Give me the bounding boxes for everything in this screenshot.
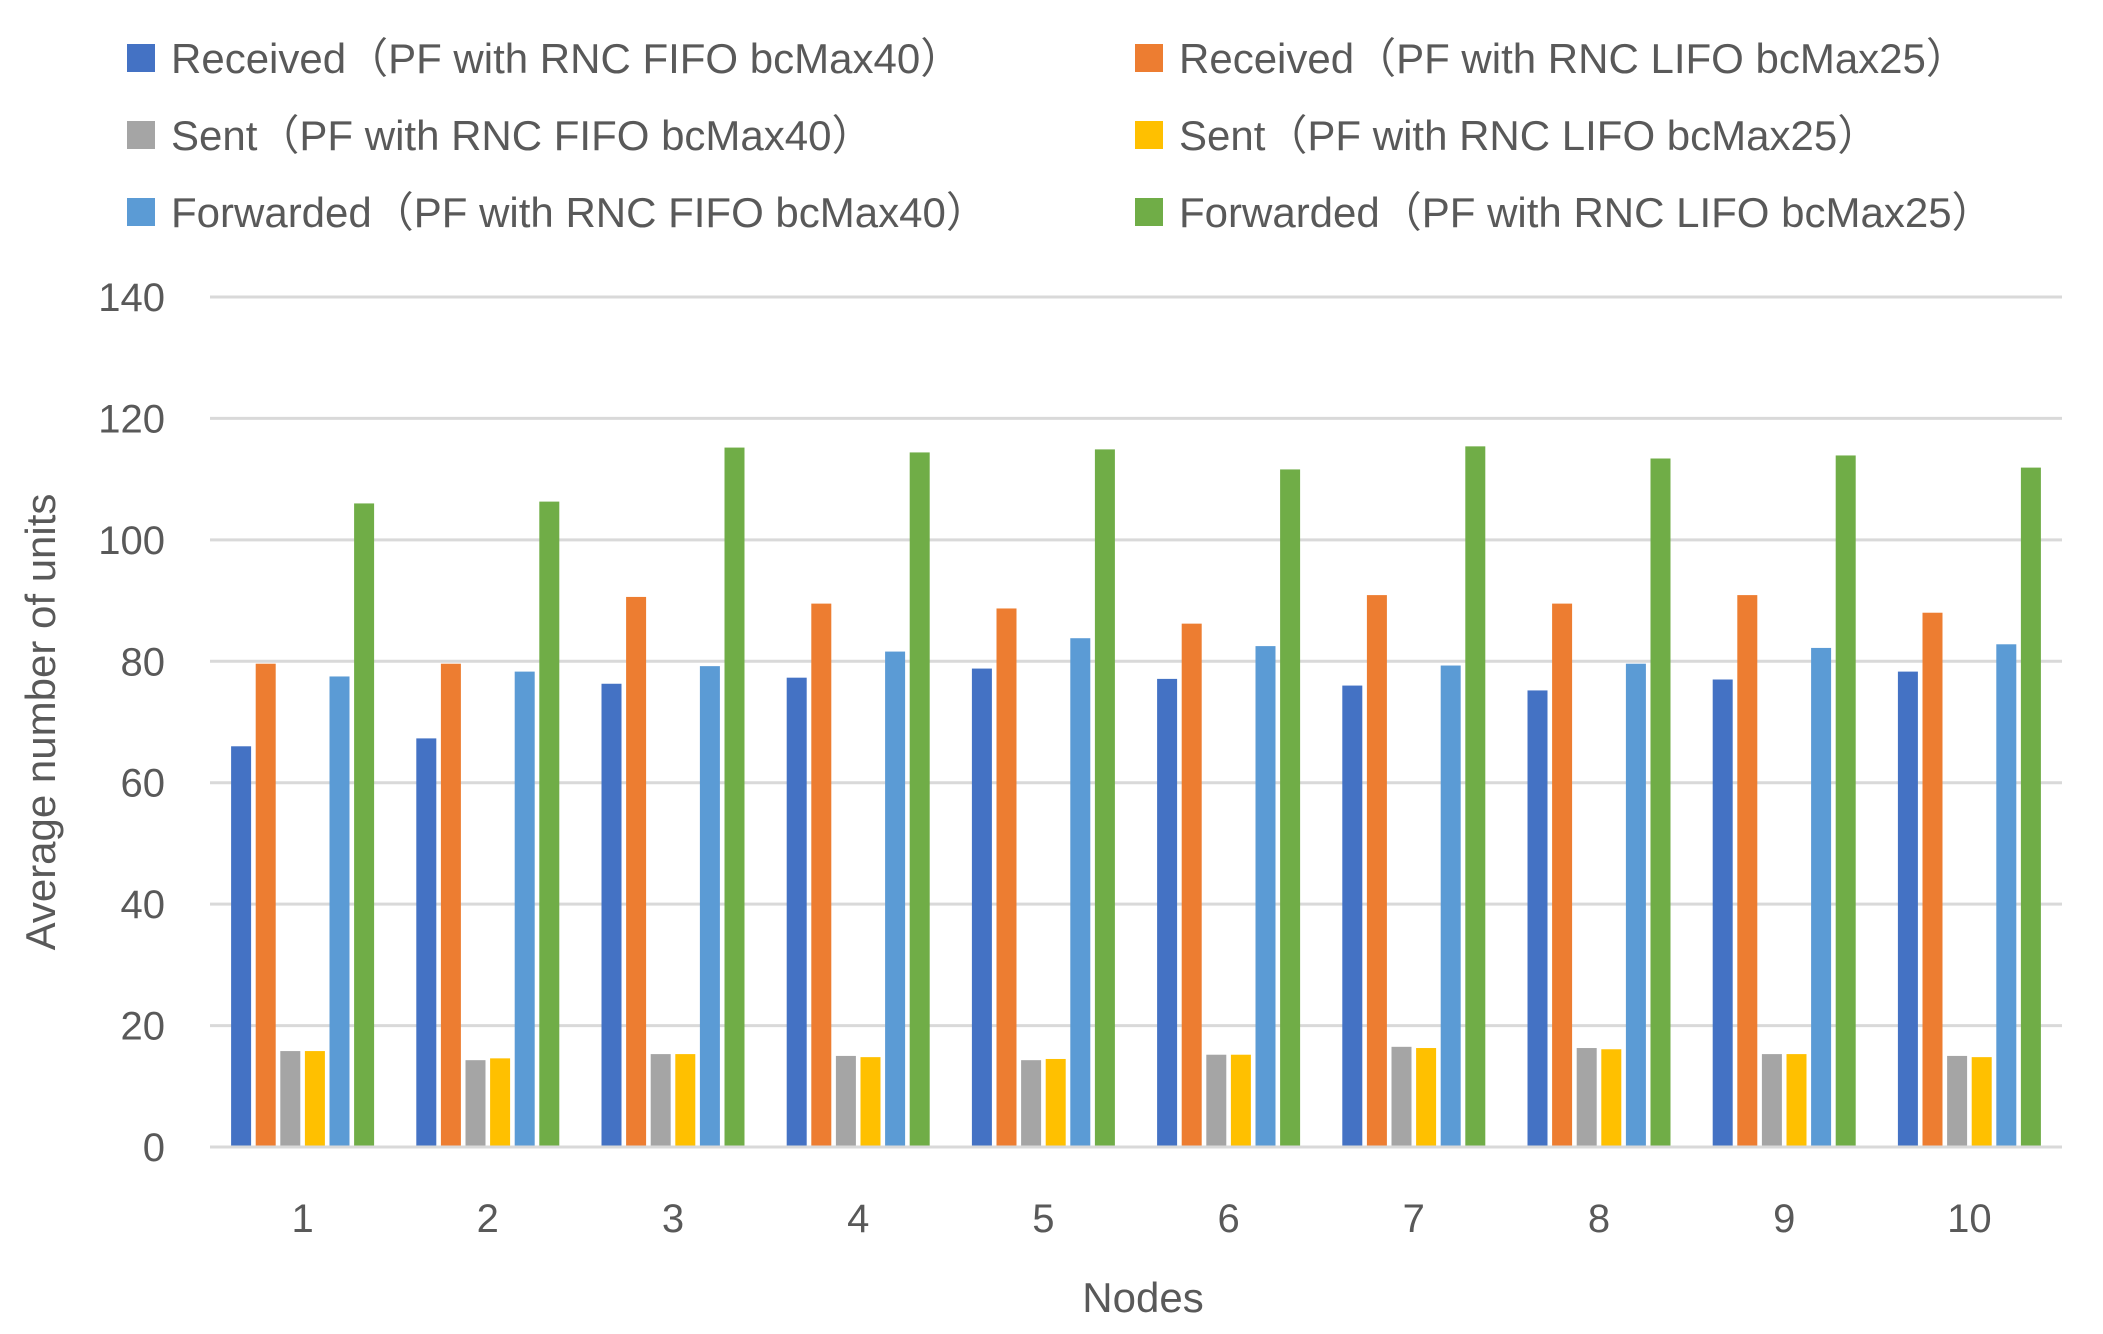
x-tick-label: 5 [1032, 1197, 1054, 1241]
legend-label: Sent（PF with RNC FIFO bcMax40） [171, 112, 874, 159]
legend-swatch [1135, 44, 1163, 72]
x-tick-label: 8 [1588, 1197, 1610, 1241]
bar [1996, 644, 2017, 1147]
x-tick-label: 3 [662, 1197, 684, 1241]
bar [675, 1054, 696, 1147]
bar [786, 677, 807, 1147]
legend-label: Received（PF with RNC LIFO bcMax25） [1179, 35, 1968, 82]
bar [280, 1051, 301, 1147]
y-tick-label: 20 [121, 1005, 166, 1049]
x-tick-label: 4 [847, 1197, 869, 1241]
bar [255, 663, 276, 1147]
bar [1416, 1048, 1437, 1147]
bar [885, 651, 906, 1147]
bar [1897, 671, 1918, 1147]
legend-swatch [1135, 198, 1163, 226]
bar [1552, 603, 1573, 1147]
legend-label: Forwarded（PF with RNC FIFO bcMax40） [171, 189, 988, 236]
legend-label: Received（PF with RNC FIFO bcMax40） [171, 35, 962, 82]
x-tick-label: 9 [1773, 1197, 1795, 1241]
x-tick-label: 2 [477, 1197, 499, 1241]
bar [1181, 623, 1202, 1147]
legend-swatch [127, 44, 155, 72]
bar [1811, 647, 1832, 1147]
bar [1712, 679, 1733, 1147]
bar [1342, 685, 1363, 1147]
bar [626, 596, 647, 1147]
y-tick-label: 100 [98, 519, 165, 563]
bar [1440, 665, 1461, 1147]
axes: 0 20 40 60 80 100 120 140 1 2 3 4 5 6 7 8 9 10 Nodes Averag… [17, 276, 2062, 1321]
bars [231, 446, 2041, 1148]
bar [1070, 638, 1091, 1147]
bar [231, 746, 252, 1147]
bar [1045, 1058, 1066, 1147]
gridlines [210, 295, 2062, 1149]
x-axis-title: Nodes [1082, 1274, 1203, 1321]
bar [909, 452, 930, 1147]
bar [1230, 1054, 1251, 1147]
bar [835, 1055, 856, 1147]
y-tick-label: 120 [98, 397, 165, 441]
bar [1625, 663, 1646, 1147]
bar [1601, 1049, 1622, 1147]
bar [1527, 690, 1548, 1147]
bar [1650, 458, 1671, 1147]
bar [1280, 469, 1301, 1147]
y-tick-label: 60 [121, 762, 166, 806]
bar [1021, 1060, 1042, 1147]
bar [1737, 595, 1758, 1147]
bar [1255, 646, 1276, 1147]
y-axis-title: Average number of units [17, 494, 64, 951]
legend-swatch [127, 198, 155, 226]
bar [996, 608, 1017, 1147]
legend-swatch [1135, 121, 1163, 149]
bar [1971, 1057, 1992, 1147]
bar [1761, 1054, 1782, 1147]
bar [354, 503, 375, 1147]
bar [860, 1057, 881, 1147]
legend: Received（PF with RNC FIFO bcMax40） Receiv… [127, 35, 1994, 236]
bar [650, 1054, 671, 1147]
bar [1835, 455, 1856, 1147]
bar [1786, 1054, 1807, 1147]
y-tick-label: 0 [143, 1126, 165, 1170]
bar [1947, 1055, 1968, 1147]
bar [1157, 678, 1178, 1147]
legend-label: Forwarded（PF with RNC LIFO bcMax25） [1179, 189, 1994, 236]
bar [1391, 1046, 1412, 1147]
bar [699, 666, 720, 1147]
bar [1576, 1048, 1597, 1147]
bar [329, 676, 350, 1147]
bar [539, 501, 560, 1147]
y-tick-label: 80 [121, 640, 166, 684]
legend-swatch [127, 121, 155, 149]
bar [440, 663, 461, 1147]
bar [1094, 449, 1115, 1148]
legend-label: Sent（PF with RNC LIFO bcMax25） [1179, 112, 1879, 159]
x-tick-label: 6 [1217, 1197, 1239, 1241]
y-tick-label: 40 [121, 883, 166, 927]
bar [2020, 467, 2041, 1147]
bar [1922, 612, 1943, 1147]
bar [1366, 595, 1387, 1147]
bar [514, 671, 535, 1147]
x-tick-label: 1 [291, 1197, 313, 1241]
bar [1465, 446, 1486, 1147]
bar [465, 1060, 486, 1147]
bar [811, 603, 832, 1147]
bar [971, 668, 992, 1147]
x-tick-label: 10 [1947, 1197, 1992, 1241]
x-tick-label: 7 [1403, 1197, 1425, 1241]
bar [601, 683, 622, 1147]
bar [304, 1051, 325, 1147]
bar [1206, 1054, 1227, 1147]
bar [490, 1058, 511, 1147]
y-tick-label: 140 [98, 276, 165, 320]
bar [416, 738, 437, 1147]
bar [724, 447, 745, 1148]
